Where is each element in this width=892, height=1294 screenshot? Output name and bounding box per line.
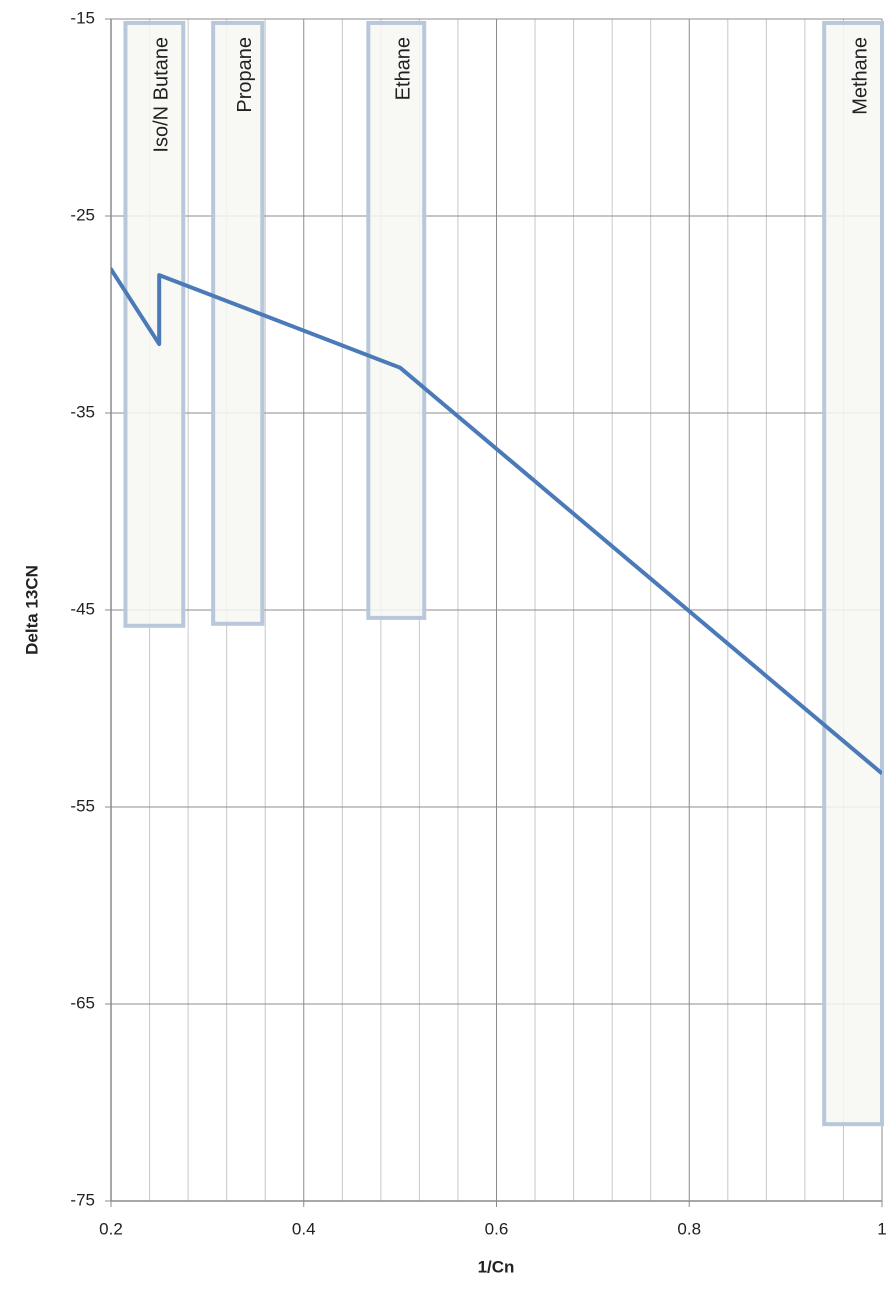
- band-label: Iso/N Butane: [151, 37, 173, 153]
- data-line: [111, 267, 882, 776]
- x-axis-title: 1/Cn: [478, 1257, 515, 1276]
- band-label: Propane: [234, 37, 256, 113]
- y-tick-label: -45: [70, 599, 95, 618]
- y-tick-label: -35: [70, 402, 95, 421]
- x-tick-label: 0.4: [292, 1219, 316, 1238]
- x-tick-label: 1: [877, 1219, 886, 1238]
- y-tick-label: -15: [70, 8, 95, 27]
- y-tick-label: -65: [70, 993, 95, 1012]
- x-tick-label: 0.6: [485, 1219, 509, 1238]
- x-tick-label: 0.8: [677, 1219, 701, 1238]
- band: [366, 20, 427, 620]
- band-label: Ethane: [393, 37, 415, 100]
- y-axis-title: Delta 13CN: [22, 565, 41, 655]
- band: [822, 20, 884, 1127]
- y-tick-label: -75: [70, 1190, 95, 1209]
- band: [211, 20, 265, 626]
- y-tick-label: -25: [70, 205, 95, 224]
- y-tick-label: -55: [70, 796, 95, 815]
- x-tick-label: 0.2: [99, 1219, 123, 1238]
- band: [123, 20, 186, 628]
- band-label: Methane: [849, 37, 871, 115]
